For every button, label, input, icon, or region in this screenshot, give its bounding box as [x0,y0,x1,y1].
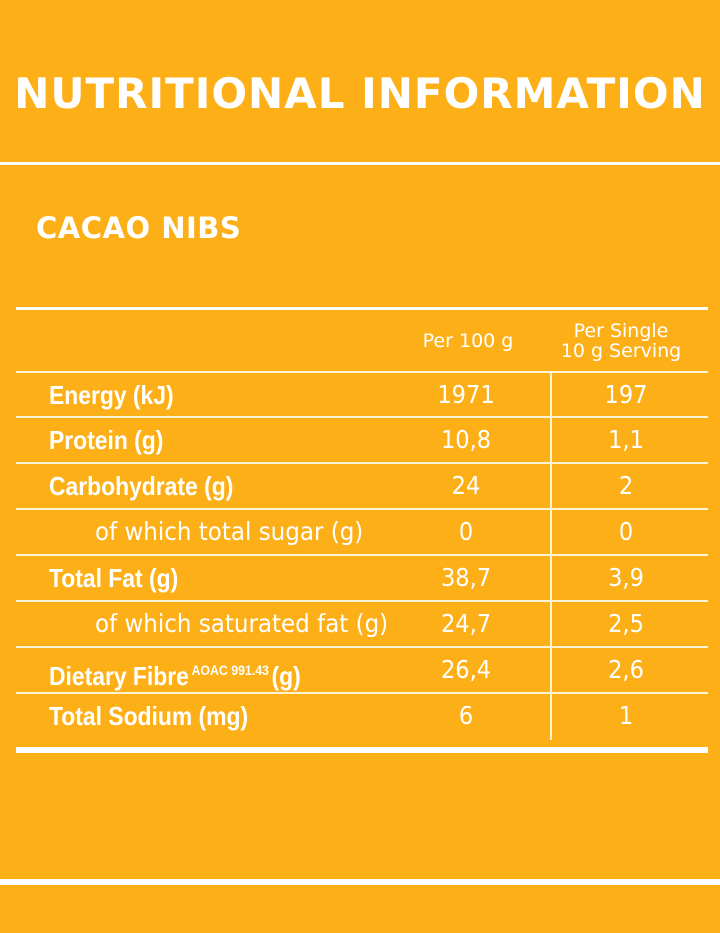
column-header-per-serving: Per Single 10 g Serving [548,321,694,361]
title-divider [0,162,720,165]
table-row: Energy (kJ) 1971 197 [16,372,708,418]
row-value-per100: 38,7 [440,563,492,592]
row-label-superscript: AOAC 991.43 [191,662,269,678]
row-label: Protein (g) [49,425,164,455]
table-row: Dietary Fibre AOAC 991.43 (g) 26,4 2,6 [16,647,708,693]
row-rule [16,462,708,464]
row-rule [16,554,708,556]
row-rule [16,416,708,418]
row-value-serving: 1,1 [608,425,644,454]
table-row: of which saturated fat (g) 24,7 2,5 [16,601,708,647]
row-value-per100: 1971 [437,380,495,409]
table-row: Total Sodium (mg) 6 1 [16,693,708,739]
row-label: Energy (kJ) [49,380,174,410]
column-header-per-100g: Per 100 g [422,330,514,352]
row-rule [16,646,708,648]
row-label: Total Sodium (mg) [49,701,249,731]
row-value-serving: 2,6 [608,655,644,684]
row-value-serving: 2 [618,471,634,500]
row-value-serving: 3,9 [608,563,644,592]
table-row: of which total sugar (g) 0 0 [16,509,708,555]
row-value-serving: 197 [604,380,648,409]
table-bottom-rule [16,747,708,753]
page-title: NUTRITIONAL INFORMATION [14,69,706,118]
row-value-per100: 26,4 [440,655,492,684]
column-header-per-serving-line2: 10 g Serving [560,340,682,362]
row-value-per100: 6 [458,701,474,730]
row-value-per100: 10,8 [440,425,492,454]
row-rule [16,600,708,602]
row-value-per100: 0 [458,517,474,546]
table-row: Total Fat (g) 38,7 3,9 [16,555,708,601]
column-divider [550,372,552,740]
table-row: Carbohydrate (g) 24 2 [16,463,708,509]
row-value-per100: 24,7 [440,609,492,638]
row-rule [16,508,708,510]
row-value-per100: 24 [451,471,481,500]
product-name: CACAO NIBS [36,211,242,245]
row-label-unit: (g) [271,661,301,691]
row-value-serving: 2,5 [608,609,644,638]
row-label: of which saturated fat (g) [95,609,389,638]
header-rule [16,371,708,373]
table-top-rule [16,307,708,310]
row-label: Dietary Fibre AOAC 991.43 (g) [49,647,301,693]
row-value-serving: 0 [618,517,634,546]
row-value-serving: 1 [618,701,634,730]
row-label: Carbohydrate (g) [49,471,234,501]
row-rule [16,692,708,694]
row-label: Total Fat (g) [49,563,179,593]
row-label-main: Dietary Fibre [49,661,189,691]
column-header-per-serving-line1: Per Single [573,320,669,342]
table-row: Protein (g) 10,8 1,1 [16,417,708,463]
row-label: of which total sugar (g) [95,517,364,546]
footer-divider [0,879,720,885]
